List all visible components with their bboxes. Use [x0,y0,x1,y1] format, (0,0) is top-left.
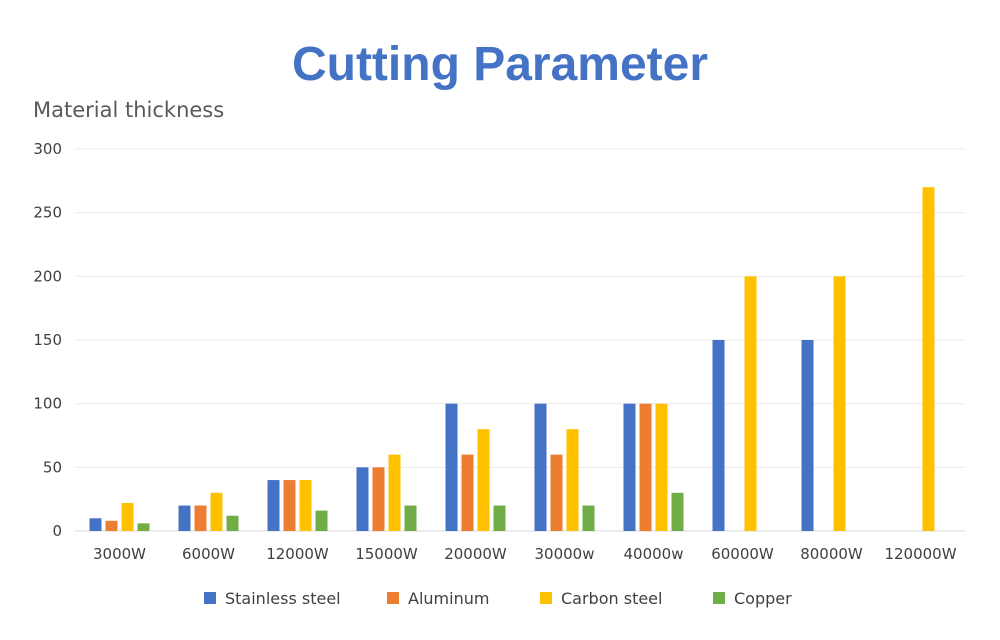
legend-swatch [713,592,725,604]
bar [315,510,328,531]
y-tick-label: 150 [33,331,62,349]
bar [922,187,935,531]
legend-swatch [540,592,552,604]
x-tick-label: 6000W [182,545,235,563]
bar [534,403,547,531]
y-tick-label: 50 [43,458,62,476]
bar [283,480,296,531]
chart-title: Cutting Parameter [292,38,708,91]
bar [477,429,490,531]
bar [356,467,369,531]
bar [744,276,757,531]
x-tick-label: 20000W [444,545,507,563]
y-axis-label: Material thickness [33,98,224,122]
y-tick-labels: 0 50 100 150 200 250 300 [33,140,62,540]
bar [833,276,846,531]
x-tick-label: 30000w [535,545,595,563]
gridlines [75,148,965,532]
y-tick-label: 300 [33,140,62,158]
bar [137,523,150,531]
x-tick-label: 15000W [355,545,418,563]
y-tick-label: 250 [33,204,62,222]
bar [388,454,401,531]
bar [461,454,474,531]
bar [445,403,458,531]
legend-label: Copper [734,589,792,608]
bar [582,505,595,531]
bars [89,187,935,531]
x-tick-labels: 3000W 6000W 12000W 15000W 20000W 30000w 40000w… [93,545,957,563]
bar [105,520,118,531]
bar [404,505,417,531]
bar [299,480,312,531]
bar [655,403,668,531]
bar [801,340,814,531]
legend: Stainless steel Aluminum Carbon steel Coppe… [204,589,792,608]
bar [194,505,207,531]
y-tick-label: 0 [52,522,62,540]
bar [639,403,652,531]
x-tick-label: 60000W [711,545,774,563]
bar [210,492,223,531]
bar [623,403,636,531]
x-tick-label: 40000w [624,545,684,563]
bar [671,492,684,531]
bar [372,467,385,531]
legend-label: Carbon steel [561,589,662,608]
legend-label: Aluminum [408,589,489,608]
bar [89,518,102,531]
bar [712,340,725,531]
y-tick-label: 200 [33,267,62,285]
y-tick-label: 100 [33,395,62,413]
bar [493,505,506,531]
legend-label: Stainless steel [225,589,341,608]
x-tick-label: 3000W [93,545,146,563]
x-tick-label: 80000W [800,545,863,563]
x-tick-label: 120000W [884,545,956,563]
bar [121,502,134,531]
bar [566,429,579,531]
bar [178,505,191,531]
bar [226,515,239,531]
x-tick-label: 12000W [266,545,329,563]
bar [267,480,280,531]
bar [550,454,563,531]
legend-swatch [387,592,399,604]
legend-swatch [204,592,216,604]
